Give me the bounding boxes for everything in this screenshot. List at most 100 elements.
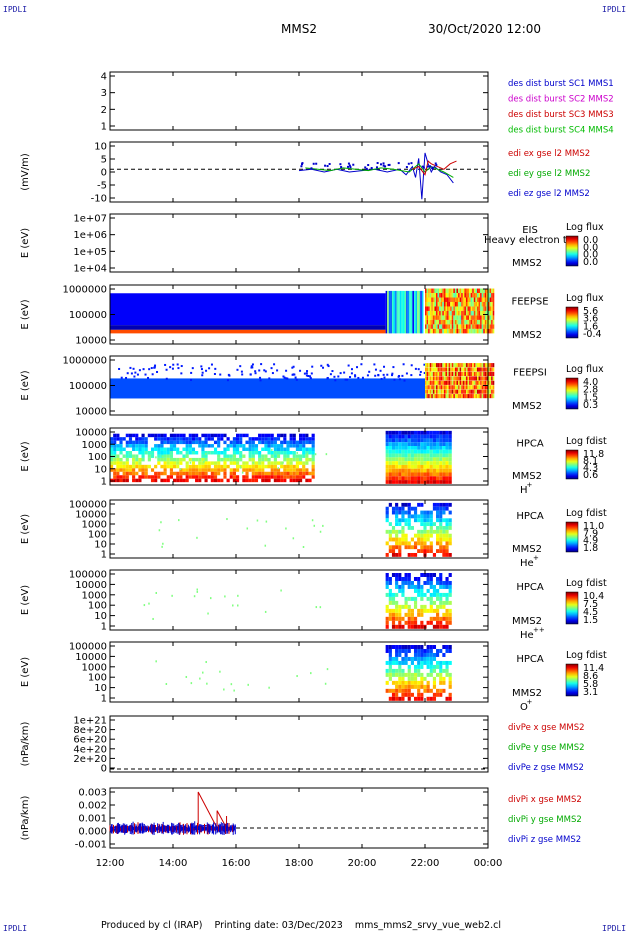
spectrogram-cell <box>420 656 424 661</box>
spectrogram-cell <box>147 464 151 469</box>
spectrogram-cell <box>267 440 271 445</box>
spectrogram-cell <box>201 475 205 479</box>
spectrogram-cell <box>483 306 485 311</box>
spectrogram-cell <box>417 502 421 507</box>
spectrogram-cell <box>439 688 443 693</box>
spectrogram-cell <box>426 461 430 465</box>
spectrogram-cell <box>302 444 306 448</box>
spectrogram-cell <box>475 376 477 381</box>
spectrogram-cell <box>413 696 418 701</box>
spectrogram-cell <box>461 293 463 298</box>
legend-entry: divPi x gse MMS2 <box>508 795 582 805</box>
spectrogram-cell <box>436 376 438 381</box>
spectrogram-cell <box>426 367 429 372</box>
spectrogram-cell <box>398 374 401 377</box>
spectrogram-cell <box>311 471 315 476</box>
spectrogram-cell <box>388 480 392 484</box>
spectrogram-cell <box>286 471 290 476</box>
spectrogram-cell <box>458 293 460 298</box>
spectrogram-cell <box>450 306 452 311</box>
spectrogram-cell <box>475 385 477 390</box>
spectrogram-cell <box>426 480 430 484</box>
spectrogram-cell <box>407 434 411 439</box>
spectrogram-cell <box>439 584 443 589</box>
spectrogram-cell <box>410 692 414 697</box>
spectrogram-cell <box>440 324 443 329</box>
spectrogram-cell <box>440 376 443 381</box>
spectrogram-cell <box>462 367 465 372</box>
spectrogram-cell <box>442 668 446 673</box>
spectrogram-cell <box>475 324 477 329</box>
spectrogram-cell <box>450 315 452 320</box>
spectrogram-cell <box>442 367 444 372</box>
spectrogram-cell <box>125 461 129 465</box>
spectrogram-cell <box>401 374 404 377</box>
spectrogram-cell <box>426 464 430 469</box>
spectrogram-cell <box>404 453 408 458</box>
spectrogram-cell <box>271 448 273 451</box>
spectrogram-cell <box>448 472 452 477</box>
spectrogram-cell <box>264 447 268 452</box>
spectrogram-cell <box>432 288 435 294</box>
spectrogram-cell <box>451 315 454 320</box>
spectrogram-cell <box>491 389 493 394</box>
spectrogram-cell <box>442 600 446 605</box>
y-tick-label: -0.001 <box>75 840 107 851</box>
spectrogram-cell <box>461 385 463 390</box>
spectrogram-cell <box>385 476 389 481</box>
spectrogram-cell <box>417 680 421 685</box>
spectrogram-cell <box>283 433 287 438</box>
spectrogram-cell <box>223 433 227 438</box>
spectrogram-cell <box>473 376 476 381</box>
spectrogram-cell <box>401 472 405 477</box>
spectrogram-cell <box>425 301 427 307</box>
spectrogram-cell <box>226 518 228 521</box>
spectrogram-cell <box>481 389 484 394</box>
spectrogram-cell <box>426 301 429 307</box>
spectrogram-cell <box>436 324 438 329</box>
spectrogram-cell <box>388 668 392 673</box>
spectrogram-cell <box>241 373 244 376</box>
spectrogram-cell <box>385 514 389 519</box>
spectrogram-cell <box>141 454 145 458</box>
spectrogram-cell <box>489 288 492 294</box>
colorbar <box>565 449 579 480</box>
spectrogram-cell <box>492 301 495 307</box>
spectrogram-cell <box>423 464 427 469</box>
spectrogram-cell <box>426 288 429 294</box>
spectrogram-cell <box>236 451 240 455</box>
spectrogram-cell <box>410 514 414 519</box>
spectrogram-cell <box>361 376 364 379</box>
spectrogram-cell <box>407 545 411 550</box>
spectrogram-cell <box>242 433 246 438</box>
spectrogram-cell <box>295 454 299 458</box>
spectrogram-cell <box>204 471 208 476</box>
spectrogram-cell <box>423 476 427 481</box>
spectrogram-cell <box>426 510 430 515</box>
spectrogram-cell <box>472 306 474 311</box>
spectrogram-cell <box>388 696 392 701</box>
spectrogram-cell <box>426 476 430 481</box>
spectrogram-cell <box>354 374 357 377</box>
spectrogram-cell <box>420 676 424 681</box>
spectrogram-cell <box>395 290 397 334</box>
spectrogram-cell <box>404 472 408 477</box>
spectrogram-cell <box>475 297 477 302</box>
spectrogram-cell <box>232 451 236 455</box>
spectrogram-cell <box>169 433 173 438</box>
spectrogram-cell <box>388 652 392 657</box>
spectrogram-cell <box>417 592 421 597</box>
spectrogram-cell <box>150 478 155 483</box>
spectrogram-cell <box>410 624 414 629</box>
spectrogram-cell <box>223 454 227 458</box>
spectrogram-cell <box>480 363 482 368</box>
spectrogram-cell <box>195 464 199 469</box>
spectrogram-cell <box>461 380 463 385</box>
spectrogram-cell <box>407 576 411 581</box>
spectrogram-cell <box>461 310 463 316</box>
spectrogram-cell <box>398 668 402 673</box>
spectrogram-cell <box>439 533 443 538</box>
spectrogram-cell <box>464 363 466 368</box>
spectrogram-cell <box>233 689 235 692</box>
